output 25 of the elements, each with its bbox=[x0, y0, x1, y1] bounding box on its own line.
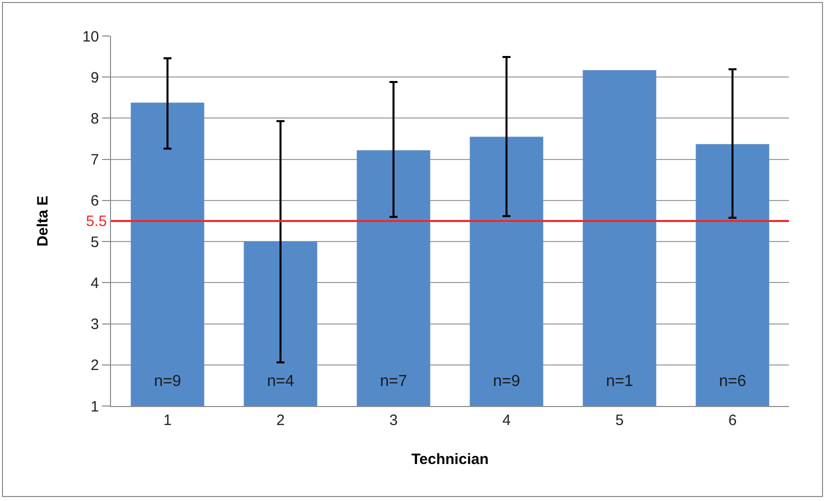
y-tick-label: 2 bbox=[90, 357, 99, 374]
y-tick-label: 7 bbox=[90, 152, 99, 169]
y-tick-label: 1 bbox=[90, 398, 99, 416]
annotation: n=6 bbox=[719, 373, 746, 390]
y-tick-label: 4 bbox=[90, 274, 99, 292]
annotation: n=1 bbox=[606, 373, 634, 390]
annotation: n=7 bbox=[380, 373, 408, 390]
ref-line-label: 5.5 bbox=[86, 213, 107, 230]
annotation: n=9 bbox=[154, 373, 182, 390]
x-tick-label: 3 bbox=[389, 412, 398, 429]
x-tick-label: 1 bbox=[163, 412, 172, 429]
x-axis-title: Technician bbox=[411, 451, 489, 468]
annotation: n=9 bbox=[493, 373, 520, 390]
y-axis-title: Delta E bbox=[34, 196, 52, 246]
annotation: n=4 bbox=[267, 373, 294, 390]
y-tick-label: 6 bbox=[90, 192, 99, 210]
y-tick-label: 5 bbox=[90, 234, 99, 251]
x-tick-label: 4 bbox=[502, 412, 511, 429]
x-tick-label: 2 bbox=[276, 412, 285, 429]
y-tick-label: 9 bbox=[90, 69, 99, 86]
x-tick-label: 6 bbox=[728, 412, 737, 429]
y-tick-label: 8 bbox=[90, 110, 99, 128]
x-tick-label: 5 bbox=[615, 412, 624, 429]
y-tick-label: 3 bbox=[90, 316, 99, 334]
y-tick-label: 10 bbox=[82, 28, 99, 46]
